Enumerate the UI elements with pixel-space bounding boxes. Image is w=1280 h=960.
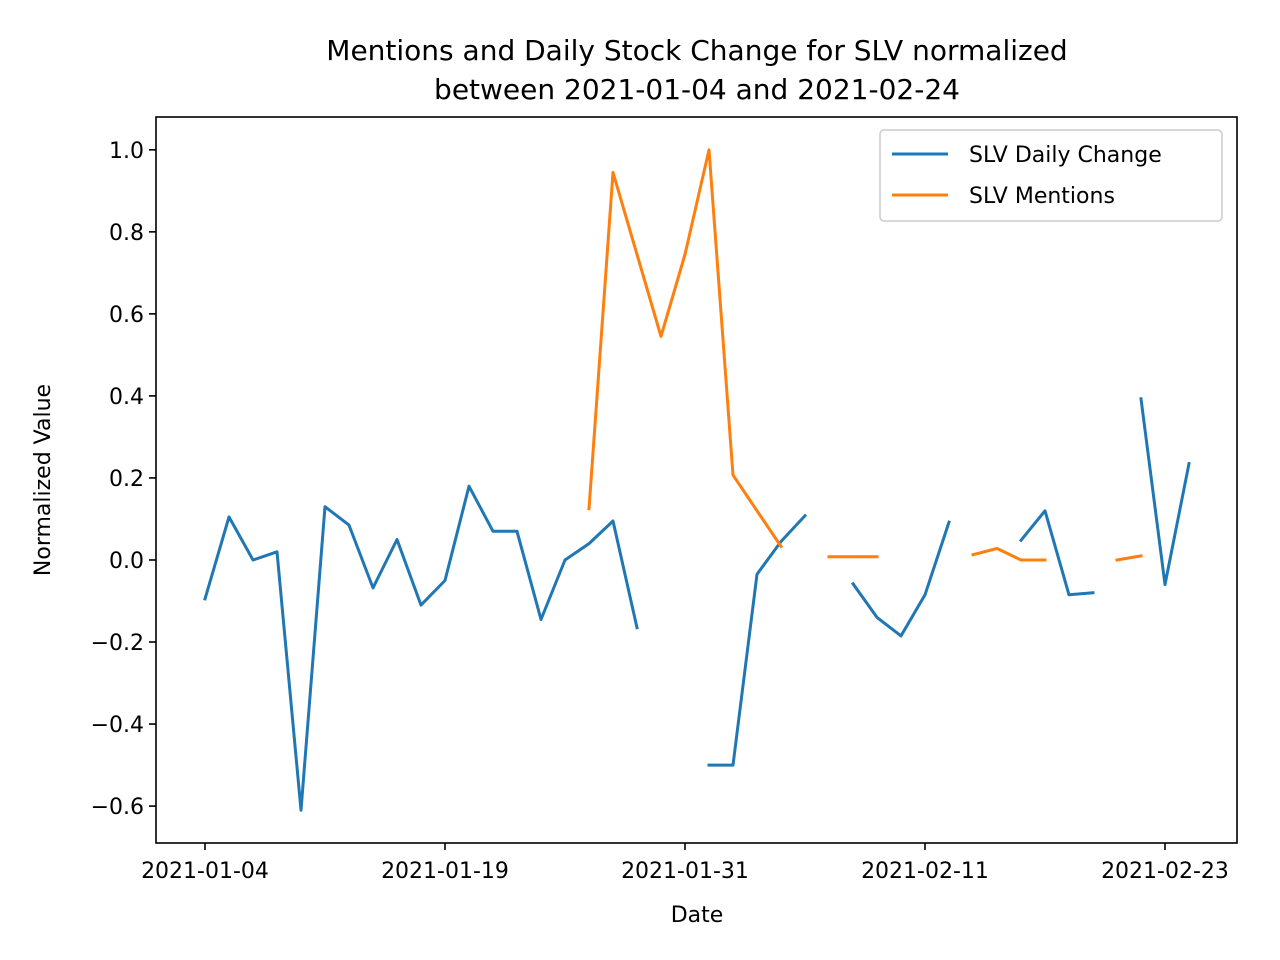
x-tick-label: 2021-01-19 (381, 859, 509, 884)
series-0-line-segment-4 (1139, 397, 1191, 587)
series-1-line-segment-3 (1115, 554, 1143, 562)
series-0-line-segment-3 (1018, 509, 1095, 597)
x-tick-label: 2021-01-31 (621, 859, 749, 884)
y-axis: −0.6 −0.4 −0.2 0.0 0.2 0.4 0.6 0.8 1.0 (91, 139, 156, 820)
y-tick-label: −0.6 (91, 795, 144, 820)
chart-title-line-2: between 2021-01-04 and 2021-02-24 (434, 73, 960, 106)
series-0-line-segment-1 (707, 513, 808, 767)
plot-frame (155, 116, 1238, 844)
series-1-line-segment-0 (587, 148, 784, 549)
plot-area (203, 148, 1191, 812)
legend-box (879, 129, 1223, 222)
x-tick-label: 2021-01-04 (141, 859, 269, 884)
y-tick-label: 0.0 (109, 549, 144, 574)
y-tick-label: −0.2 (91, 631, 144, 656)
y-tick-label: 1.0 (109, 139, 144, 164)
y-tick-label: −0.4 (91, 713, 144, 738)
legend: SLV Daily Change SLV Mentions (879, 129, 1223, 222)
y-axis-label: Normalized Value (31, 384, 56, 576)
x-tick-label: 2021-02-23 (1101, 859, 1229, 884)
legend-label-1: SLV Mentions (969, 184, 1115, 209)
x-tick-label: 2021-02-11 (861, 859, 989, 884)
series-1-line-segment-2 (971, 547, 1047, 562)
y-tick-label: 0.2 (109, 467, 144, 492)
series-0-line-segment-0 (203, 484, 639, 812)
y-tick-label: 0.4 (109, 385, 144, 410)
y-tick-label: 0.8 (109, 221, 144, 246)
chart-title-line-1: Mentions and Daily Stock Change for SLV … (326, 34, 1067, 67)
legend-label-0: SLV Daily Change (969, 143, 1162, 168)
series-0-line-segment-2 (850, 520, 951, 638)
y-tick-label: 0.6 (109, 303, 144, 328)
x-axis-label: Date (671, 903, 724, 928)
x-axis: 2021-01-04 2021-01-19 2021-01-31 2021-02-11… (141, 843, 1229, 884)
